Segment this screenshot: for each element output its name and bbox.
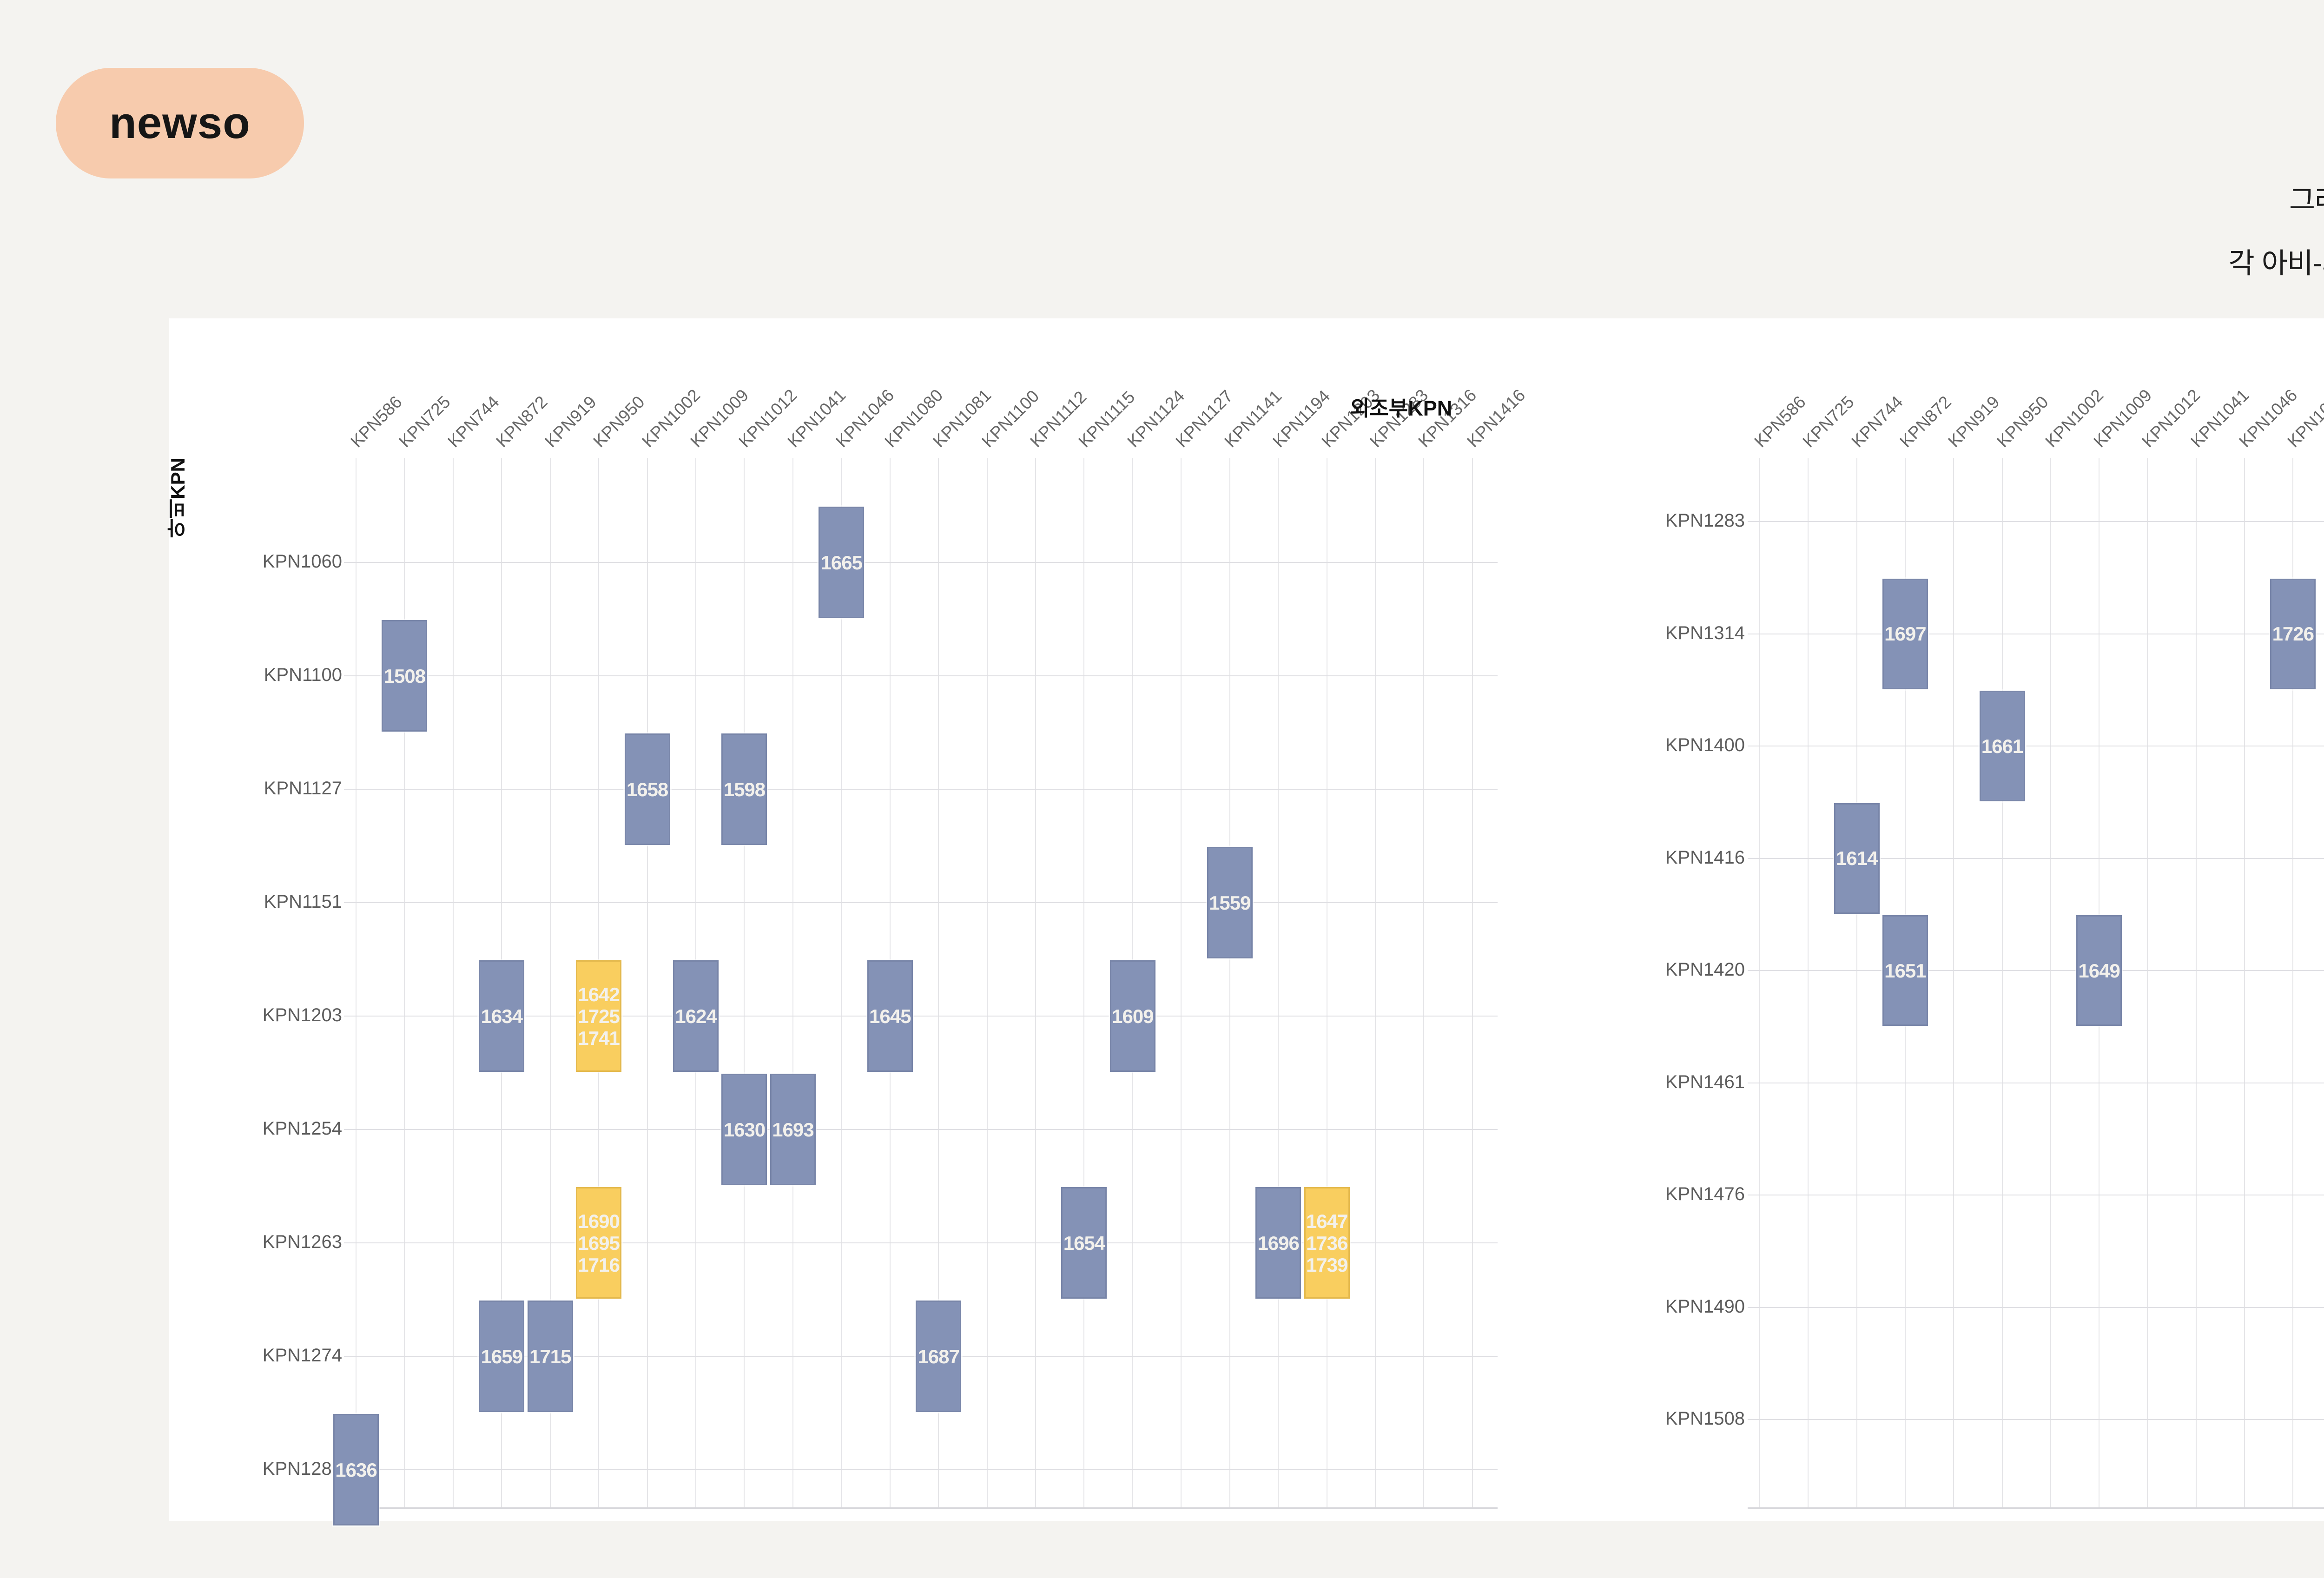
logo-badge[interactable]: newso [56, 68, 304, 178]
logo-text: newso [109, 98, 251, 148]
subtitle-line2: 각 아비-외조부 조합에서 어떤 씨수소들이 선발되었는지 확인할 수 있다. [2228, 247, 2324, 279]
chart-panel [169, 318, 2324, 1521]
subtitle-line1: 그래프의 세로축은 아비KPN을, 가로축은 외조부KPN을 나타내며, [2289, 184, 2324, 216]
